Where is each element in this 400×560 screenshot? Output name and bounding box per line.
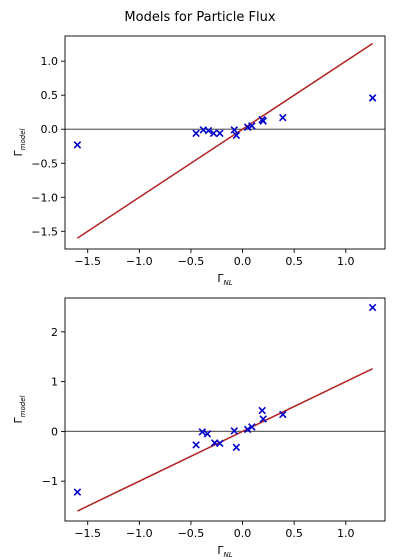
x-tick-label: −1.5: [74, 527, 101, 540]
data-point: [279, 410, 287, 419]
plot-area: [65, 303, 385, 512]
data-point: [198, 428, 207, 436]
y-tick-label: 2: [51, 326, 58, 339]
y-tick-label: −1.5: [31, 225, 58, 238]
data-point: [258, 406, 266, 415]
data-point: [248, 423, 256, 431]
data-point: [203, 430, 212, 438]
axes-frame: [64, 35, 386, 250]
data-point: [368, 94, 377, 102]
x-tick-label: 0.5: [285, 255, 303, 268]
data-point: [279, 113, 287, 122]
data-point: [259, 415, 267, 423]
y-axis-label: Γmodel: [12, 395, 27, 423]
data-point: [232, 131, 241, 140]
y-tick-label: −0.5: [31, 157, 58, 170]
data-point: [192, 441, 200, 449]
data-point: [73, 141, 82, 149]
x-axis-label: ΓNL: [217, 272, 232, 287]
figure-title: Models for Particle Flux: [124, 10, 275, 25]
x-tick-label: −0.5: [178, 527, 205, 540]
data-point: [230, 427, 239, 435]
reference-line: [77, 368, 373, 512]
x-tick-label: 0.5: [285, 527, 303, 540]
x-tick-label: 1.0: [337, 255, 355, 268]
top-scatter-panel: −1.5 −1.0 −0.5 0.0 0.5 1.0 −1.5 −1.0 −0.5 0.0 0.5 1…: [12, 35, 386, 287]
x-tick-label: −1.0: [126, 527, 153, 540]
bottom-scatter-panel: −1.5 −1.0 −0.5 0.0 0.5 1.0 −1 0 1 2 ΓNL Γmodel: [12, 297, 386, 559]
data-point: [248, 122, 256, 130]
x-tick-label: 0.0: [234, 527, 252, 540]
data-point: [209, 129, 218, 138]
y-tick-label: 1: [51, 376, 58, 389]
x-tick-label: 1.0: [337, 527, 355, 540]
x-tick-label: −1.0: [126, 255, 153, 268]
axes-frame: [64, 297, 386, 522]
data-point: [216, 439, 224, 448]
data-point: [232, 443, 241, 452]
data-point: [243, 123, 252, 131]
data-point: [259, 117, 267, 125]
x-tick-label: −0.5: [178, 255, 205, 268]
y-axis-label: Γmodel: [12, 128, 27, 156]
data-point: [73, 488, 82, 496]
y-tick-label: 0.0: [41, 123, 59, 136]
data-point: [204, 126, 213, 135]
data-point: [192, 129, 200, 138]
data-point: [243, 425, 252, 434]
y-tick-label: 0: [51, 425, 58, 438]
y-tick-label: −1.0: [31, 191, 58, 204]
x-axis-label: ΓNL: [217, 544, 232, 559]
reference-line: [76, 42, 374, 239]
y-tick-label: −1: [42, 475, 58, 488]
data-point: [368, 303, 377, 312]
x-tick-label: −1.5: [74, 255, 101, 268]
data-point: [230, 126, 239, 134]
plot-area: [65, 42, 385, 239]
y-tick-label: 0.5: [41, 89, 59, 102]
data-point: [216, 129, 224, 138]
y-tick-label: 1.0: [41, 55, 59, 68]
x-tick-label: 0.0: [234, 255, 252, 268]
